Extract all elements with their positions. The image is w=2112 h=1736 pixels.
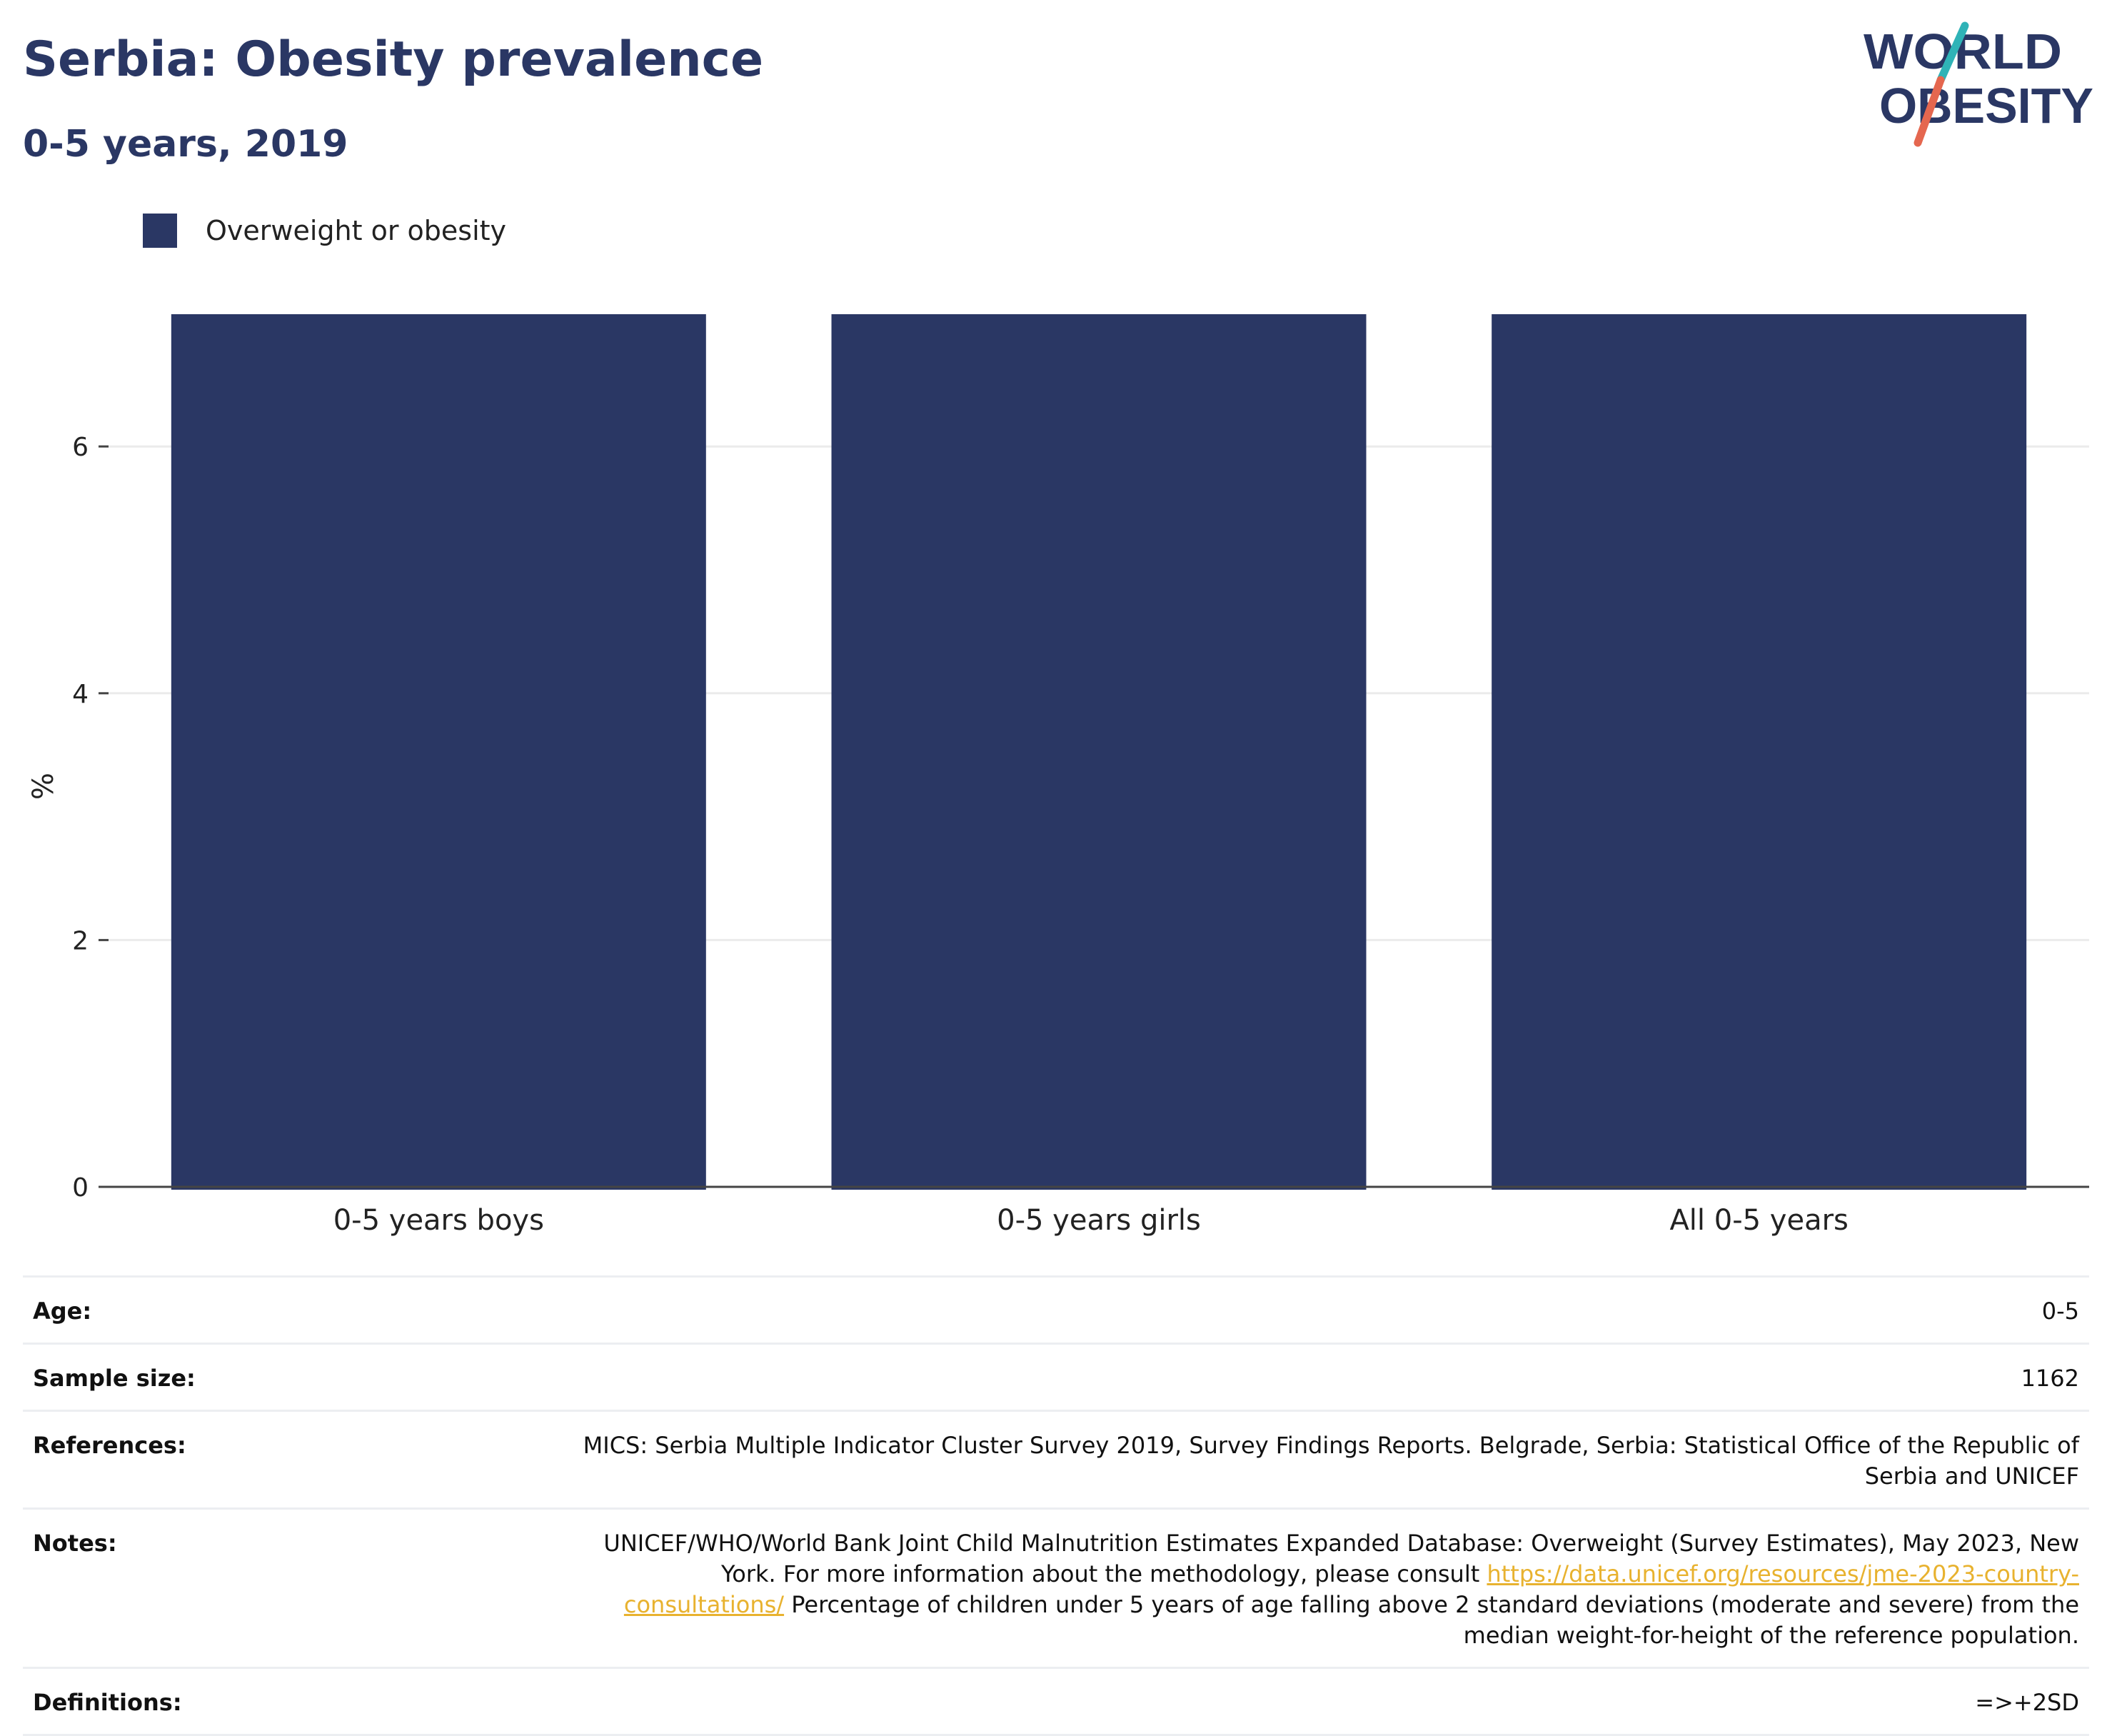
logo-slash-top <box>1936 21 1969 84</box>
definitions-value: =>+2SD <box>1975 1689 2079 1716</box>
y-tick-label: 4 <box>72 680 89 709</box>
y-tick-label: 6 <box>72 433 89 462</box>
page-title: Serbia: Obesity prevalence <box>23 31 764 88</box>
notes-text-continued: Percentage of children under 5 years of … <box>791 1591 2079 1649</box>
legend-swatch <box>143 214 177 248</box>
age-label: Age: <box>33 1298 92 1325</box>
sample-size-label: Sample size: <box>33 1365 196 1392</box>
y-tick-label: 0 <box>72 1173 89 1203</box>
info-row-sample-size: Sample size: 1162 <box>23 1343 2089 1410</box>
notes-link[interactable]: https://data.unicef.org/resources/jme-20… <box>623 1560 2079 1618</box>
notes-text: UNICEF/WHO/World Bank Joint Child Malnut… <box>603 1530 2079 1587</box>
references-value: MICS: Serbia Multiple Indicator Cluster … <box>583 1432 2079 1490</box>
world-obesity-logo: WORLD OBESITY <box>1864 21 2093 147</box>
logo-line-obesity: OBESITY <box>1879 78 2093 134</box>
logo-slash-bottom <box>1914 76 1945 147</box>
info-table: Age: 0-5 Sample size: 1162 References: M… <box>23 1275 2089 1736</box>
sample-size-value: 1162 <box>2021 1365 2079 1392</box>
age-value: 0-5 <box>2041 1298 2079 1325</box>
x-category-label: 0-5 years boys <box>333 1204 544 1237</box>
bar <box>831 314 1367 1190</box>
x-category-label: 0-5 years girls <box>997 1204 1201 1237</box>
bar <box>171 314 706 1190</box>
info-row-notes: Notes: UNICEF/WHO/World Bank Joint Child… <box>23 1507 2089 1667</box>
notes-label: Notes: <box>33 1530 117 1557</box>
info-row-definitions: Definitions: =>+2SD <box>23 1667 2089 1736</box>
info-row-references: References: MICS: Serbia Multiple Indica… <box>23 1410 2089 1507</box>
info-row-age: Age: 0-5 <box>23 1275 2089 1343</box>
definitions-label: Definitions: <box>33 1689 182 1716</box>
x-category-label: All 0-5 years <box>1669 1204 1848 1237</box>
bar <box>1492 314 2027 1190</box>
notes-value: UNICEF/WHO/World Bank Joint Child Malnut… <box>580 1528 2079 1651</box>
page-subtitle: 0-5 years, 2019 <box>23 123 348 166</box>
y-axis-label: % <box>27 773 60 800</box>
y-tick-label: 2 <box>72 926 89 955</box>
chart-legend: Overweight or obesity <box>143 211 506 250</box>
legend-label: Overweight or obesity <box>206 215 507 246</box>
references-label: References: <box>33 1432 186 1459</box>
